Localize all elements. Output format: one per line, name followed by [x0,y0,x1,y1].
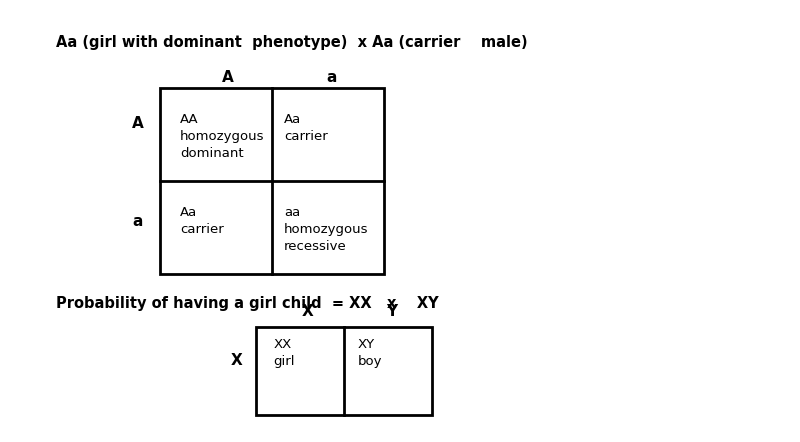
Text: XY
boy: XY boy [358,338,382,368]
Text: X: X [302,304,314,319]
Text: X: X [231,353,242,368]
Bar [160,88,384,274]
Text: aa
homozygous
recessive: aa homozygous recessive [284,206,369,252]
Text: Aa
carrier: Aa carrier [284,113,328,143]
Text: A: A [132,116,143,131]
Text: a: a [133,213,142,229]
Text: A: A [222,70,234,85]
Text: AA
homozygous
dominant: AA homozygous dominant [180,113,265,160]
Text: Aa (girl with dominant  phenotype)  x Aa (carrier    male): Aa (girl with dominant phenotype) x Aa (… [56,35,528,50]
Bar [256,327,432,415]
Text: XX
girl: XX girl [274,338,295,368]
Text: Y: Y [386,304,398,319]
Text: a: a [327,70,337,85]
Text: Aa
carrier: Aa carrier [180,206,224,236]
Text: Probability of having a girl child  = XX   x    XY: Probability of having a girl child = XX … [56,296,438,311]
